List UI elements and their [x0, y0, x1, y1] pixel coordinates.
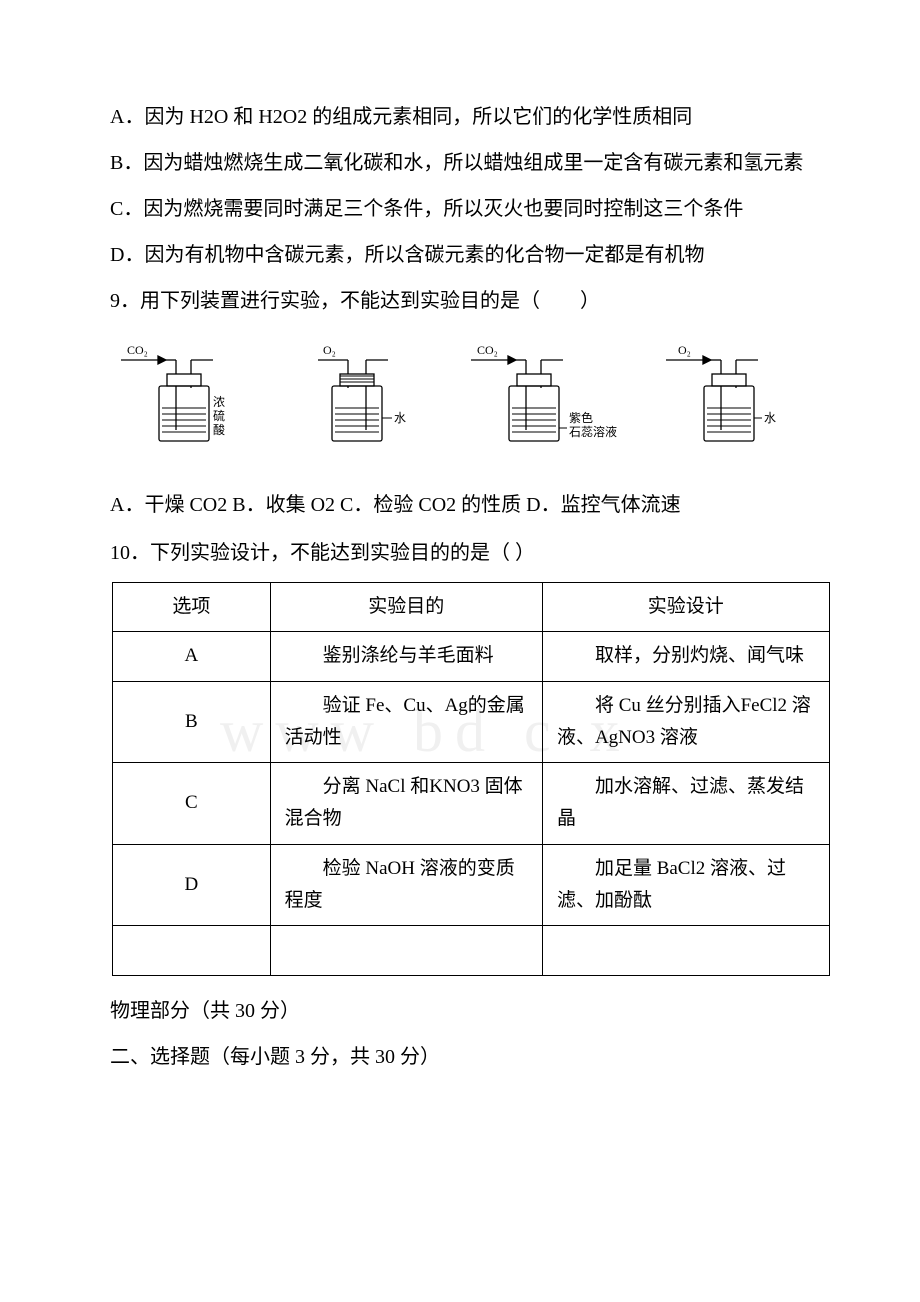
bottle-label: 水 — [394, 411, 406, 425]
bottle-label: 水 — [764, 411, 776, 425]
table-row: B 验证 Fe、Cu、Ag的金属活动性 将 Cu 丝分别插入FeCl2 溶液、A… — [113, 681, 830, 763]
q9-fig-d: O₂ 水 — [658, 338, 808, 458]
bottle-label: 紫色 — [569, 411, 593, 425]
table-header-row: 选项 实验目的 实验设计 — [113, 583, 830, 632]
q9-answers: A．干燥 CO2 B．收集 O2 C．检验 CO2 的性质 D．监控气体流速 — [70, 488, 850, 522]
physics-heading: 物理部分（共 30 分） — [70, 994, 850, 1028]
bottle-label: 浓 — [213, 395, 225, 409]
q9-fig-c: CO₂ 紫色 石蕊溶液 — [463, 338, 633, 458]
q10-stem: 10．下列实验设计，不能达到实验目的的是（ ） — [70, 536, 850, 570]
arrow-label: CO₂ — [127, 343, 148, 357]
cell-option: D — [113, 844, 271, 926]
cell-option: A — [113, 632, 271, 681]
arrow-label: O₂ — [323, 343, 336, 357]
table-row-empty — [113, 926, 830, 975]
cell-design: 将 Cu 丝分别插入FeCl2 溶液、AgNO3 溶液 — [542, 681, 829, 763]
cell-purpose: 分离 NaCl 和KNO3 固体混合物 — [270, 763, 542, 845]
arrow-label: CO₂ — [477, 343, 498, 357]
q9-stem: 9．用下列装置进行实验，不能达到实验目的是（ ） — [70, 284, 850, 318]
cell-purpose: 鉴别涤纶与羊毛面料 — [270, 632, 542, 681]
q9-fig-b: O₂ 水 — [288, 338, 438, 458]
cell-empty — [542, 926, 829, 975]
cell-purpose: 验证 Fe、Cu、Ag的金属活动性 — [270, 681, 542, 763]
q8-option-a: A．因为 H2O 和 H2O2 的组成元素相同，所以它们的化学性质相同 — [70, 100, 850, 134]
cell-empty — [113, 926, 271, 975]
cell-design: 加足量 BaCl2 溶液、过滤、加酚酞 — [542, 844, 829, 926]
bottle-label: 酸 — [213, 422, 225, 437]
section-heading: 二、选择题（每小题 3 分，共 30 分） — [70, 1040, 850, 1074]
cell-purpose: 检验 NaOH 溶液的变质程度 — [270, 844, 542, 926]
bottle-diagram-b: O₂ 水 — [288, 338, 438, 458]
table-row: A 鉴别涤纶与羊毛面料 取样，分别灼烧、闻气味 — [113, 632, 830, 681]
cell-option: B — [113, 681, 271, 763]
table-row: C 分离 NaCl 和KNO3 固体混合物 加水溶解、过滤、蒸发结晶 — [113, 763, 830, 845]
bottle-diagram-c: CO₂ 紫色 石蕊溶液 — [463, 338, 633, 458]
th-option: 选项 — [113, 583, 271, 632]
cell-empty — [270, 926, 542, 975]
bottle-label: 硫 — [213, 408, 225, 423]
th-purpose: 实验目的 — [270, 583, 542, 632]
q8-option-b: B．因为蜡烛燃烧生成二氧化碳和水，所以蜡烛组成里一定含有碳元素和氢元素 — [70, 146, 850, 180]
q10-table: 选项 实验目的 实验设计 A 鉴别涤纶与羊毛面料 取样，分别灼烧、闻气味 B 验… — [112, 582, 830, 976]
cell-option: C — [113, 763, 271, 845]
arrow-label: O₂ — [678, 343, 691, 357]
cell-design: 加水溶解、过滤、蒸发结晶 — [542, 763, 829, 845]
th-design: 实验设计 — [542, 583, 829, 632]
q9-fig-a: CO₂ 浓 硫 酸 — [113, 338, 263, 458]
q8-option-d: D．因为有机物中含碳元素，所以含碳元素的化合物一定都是有机物 — [70, 238, 850, 272]
cell-design: 取样，分别灼烧、闻气味 — [542, 632, 829, 681]
q8-option-c: C．因为燃烧需要同时满足三个条件，所以灭火也要同时控制这三个条件 — [70, 192, 850, 226]
bottle-diagram-a: CO₂ 浓 硫 酸 — [113, 338, 263, 458]
bottle-diagram-d: O₂ 水 — [658, 338, 808, 458]
q9-figure-row: CO₂ 浓 硫 酸 — [70, 338, 850, 458]
bottle-label: 石蕊溶液 — [569, 424, 617, 439]
table-row: D 检验 NaOH 溶液的变质程度 加足量 BaCl2 溶液、过滤、加酚酞 — [113, 844, 830, 926]
